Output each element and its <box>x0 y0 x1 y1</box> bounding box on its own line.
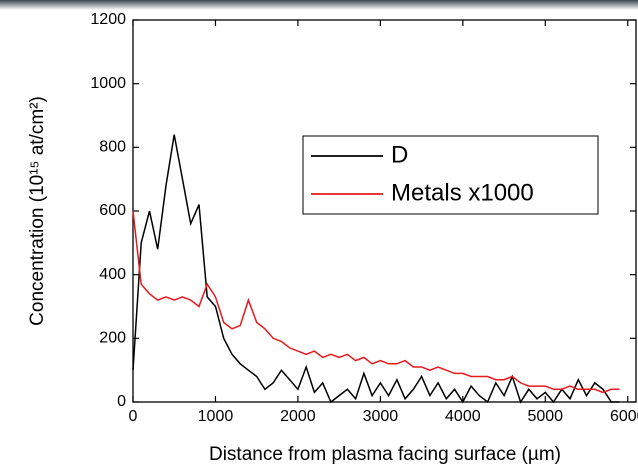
y-tick-label: 200 <box>99 330 126 347</box>
y-tick-label: 1000 <box>90 75 126 92</box>
background-strip <box>0 0 638 10</box>
data-line <box>132 134 620 404</box>
legend-box <box>302 135 599 215</box>
y-tick-label: 600 <box>99 202 126 219</box>
legend-label: Metals x1000 <box>391 179 534 206</box>
y-tick-label: 400 <box>99 266 126 283</box>
x-axis-label: Distance from plasma facing surface (µm) <box>209 444 561 465</box>
y-tick-label: 0 <box>117 393 126 410</box>
data-line <box>132 210 620 394</box>
x-tick-label: 4000 <box>445 408 481 425</box>
y-axis-label: Concentration (10¹⁵ at/cm²) <box>27 96 48 326</box>
x-tick-label: 1000 <box>198 408 234 425</box>
x-tick-label: 5000 <box>527 408 563 425</box>
x-tick-label: 3000 <box>363 408 399 425</box>
x-tick-label: 2000 <box>280 408 316 425</box>
x-tick-label: 6000 <box>610 408 638 425</box>
legend-label: D <box>391 141 408 168</box>
y-tick-label: 800 <box>99 139 126 156</box>
y-tick-label: 1200 <box>90 11 126 28</box>
x-tick-label: 0 <box>129 408 138 425</box>
